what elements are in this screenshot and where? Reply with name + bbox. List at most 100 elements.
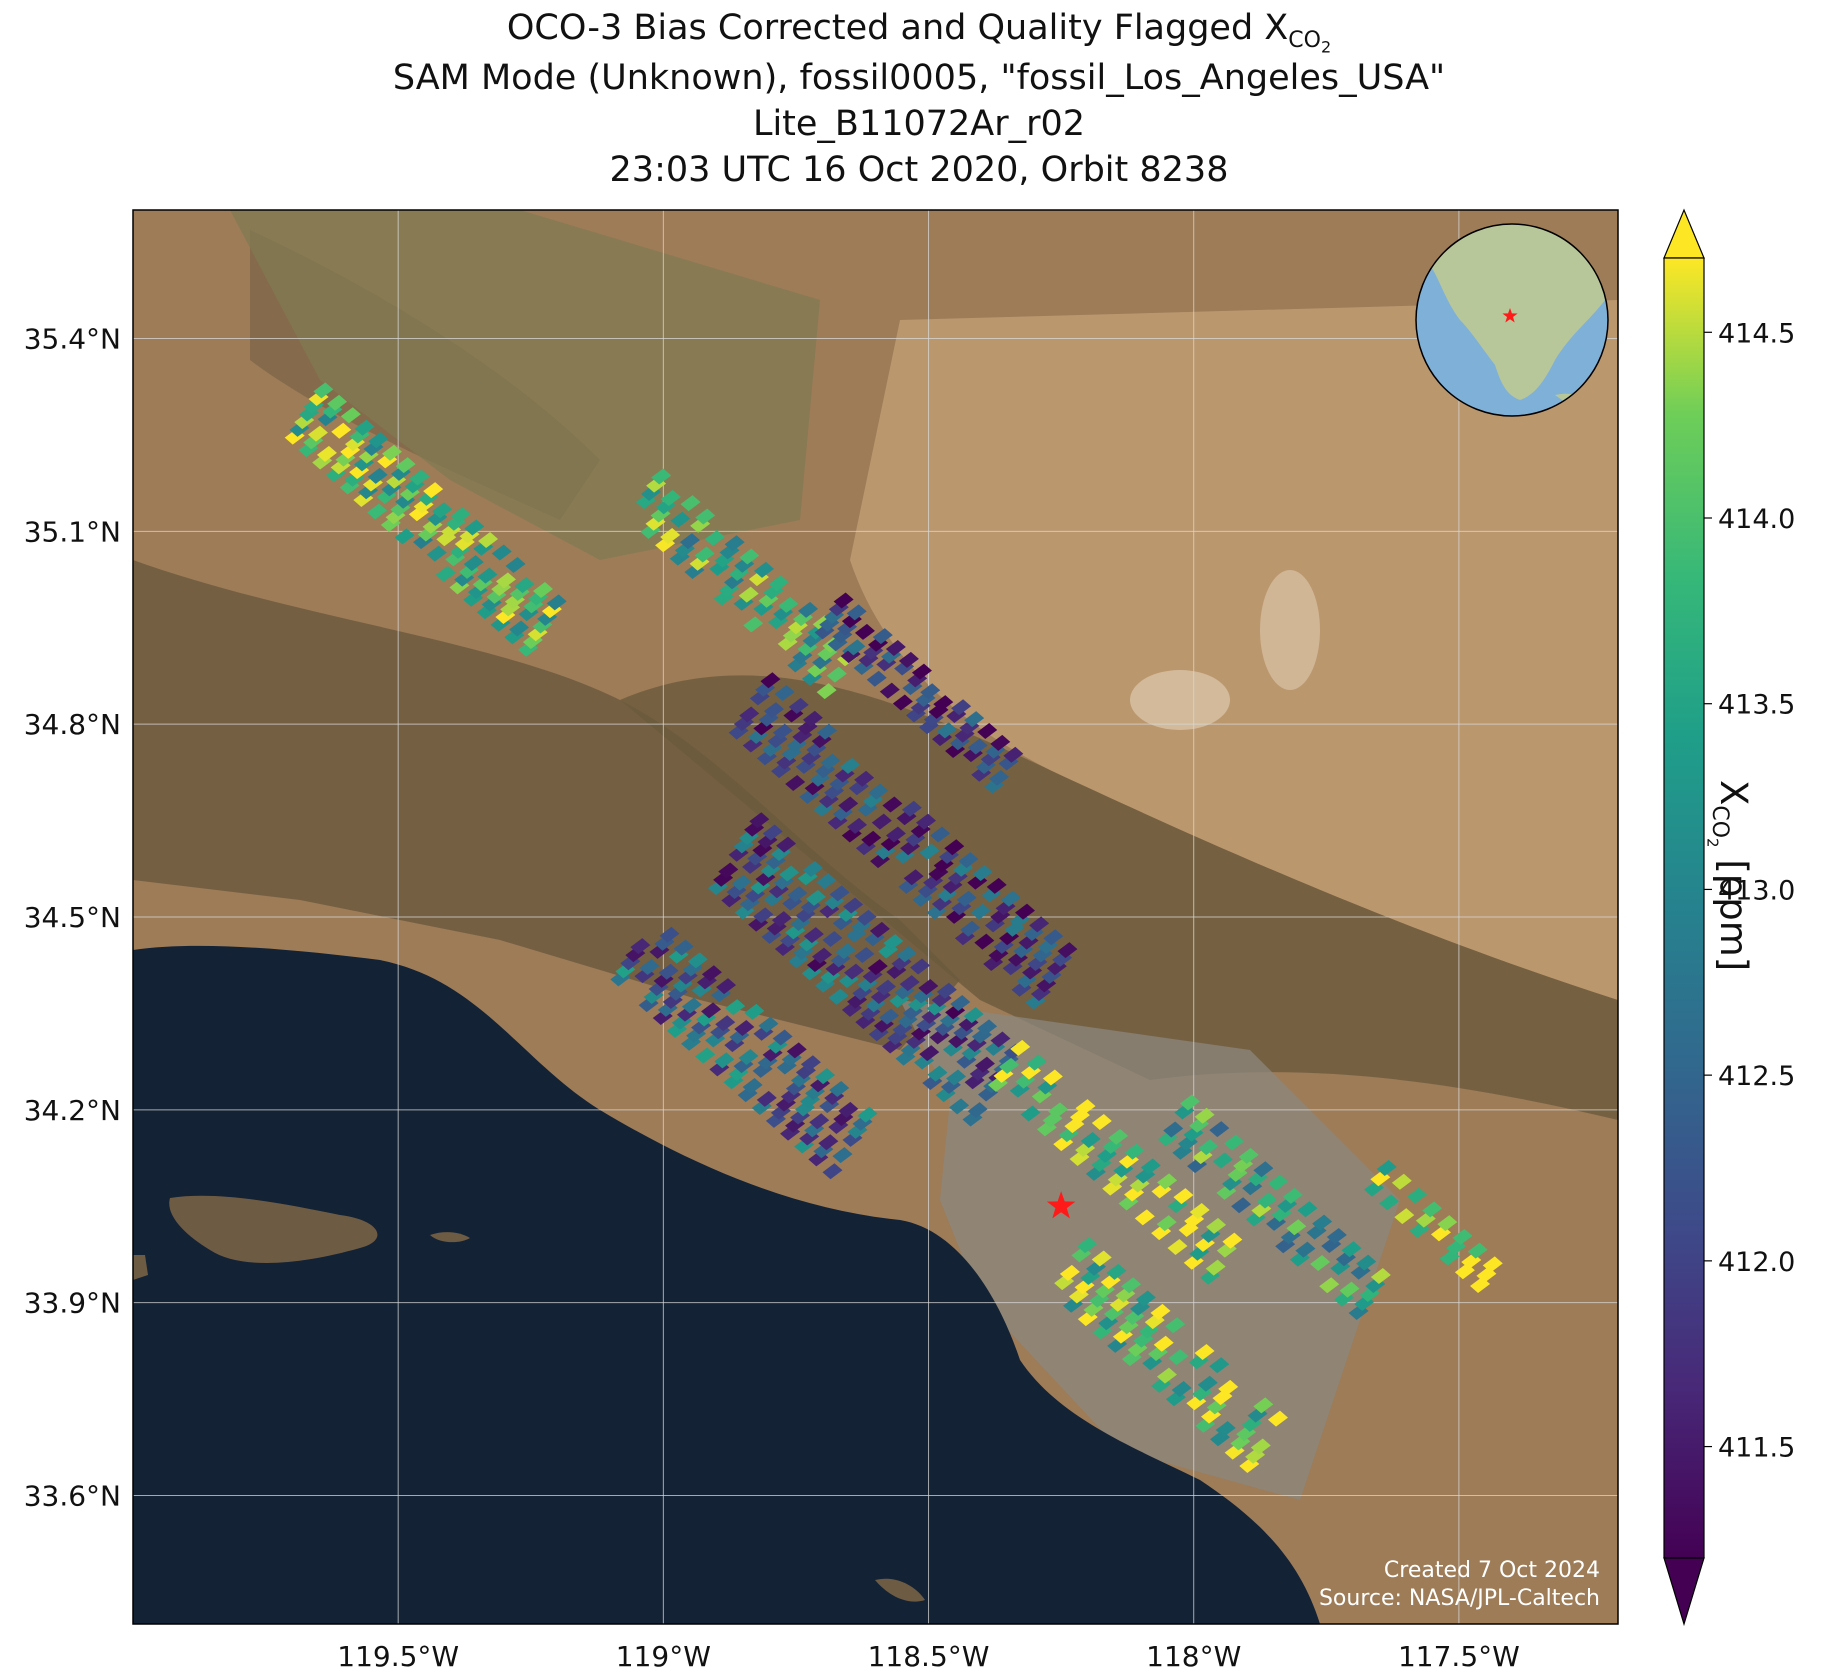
- sounding-footprint: [367, 503, 388, 520]
- sounding-footprint: [964, 711, 985, 728]
- sounding-footprint: [798, 601, 819, 618]
- xco2-soundings: [284, 382, 1503, 1473]
- sounding-footprint: [639, 959, 660, 976]
- sounding-footprint: [1150, 1303, 1171, 1320]
- sounding-footprint: [803, 927, 824, 944]
- sounding-footprint: [739, 548, 760, 565]
- sounding-footprint: [871, 813, 892, 830]
- sounding-footprint: [1295, 1241, 1316, 1258]
- colorbar-label: XCO2 [ppm]: [1703, 780, 1755, 972]
- gridlines: [133, 210, 1618, 1624]
- sounding-footprint: [1048, 1102, 1069, 1119]
- sounding-footprint: [1189, 1202, 1210, 1219]
- created-date: Created 7 Oct 2024: [1383, 1558, 1600, 1583]
- sounding-footprint: [1253, 1161, 1274, 1178]
- sounding-footprint: [1059, 1264, 1080, 1281]
- sounding-footprint: [1000, 890, 1021, 907]
- sounding-footprint: [715, 1015, 736, 1032]
- sounding-footprint: [1356, 1254, 1377, 1271]
- sounding-footprint: [960, 920, 981, 937]
- sounding-footprint: [673, 939, 694, 956]
- sounding-footprint: [423, 482, 444, 499]
- sounding-footprint: [725, 999, 746, 1016]
- sounding-footprint: [927, 1065, 948, 1082]
- island: [430, 1232, 470, 1243]
- sounding-footprint: [1437, 1215, 1458, 1232]
- colorbar-tick-label: 414.5: [1718, 318, 1795, 349]
- title-line-2: SAM Mode (Unknown), fossil0005, "fossil_…: [392, 58, 1446, 98]
- sounding-footprint: [1379, 1194, 1400, 1211]
- sounding-footprint: [946, 1069, 967, 1086]
- sounding-footprint: [1077, 1237, 1098, 1254]
- sounding-footprint: [847, 817, 868, 834]
- sounding-footprint: [771, 911, 792, 928]
- sounding-footprint: [1224, 1134, 1245, 1151]
- sounding-footprint: [1205, 1259, 1226, 1276]
- sounding-footprint: [1310, 1254, 1331, 1271]
- sounding-footprint: [1218, 1379, 1239, 1396]
- lat-tick-label: 33.9°N: [24, 1287, 121, 1320]
- sounding-footprint: [1080, 1131, 1101, 1148]
- sounding-footprint: [695, 1047, 716, 1064]
- lat-tick-label: 33.6°N: [24, 1479, 121, 1512]
- sounding-footprint: [1106, 1263, 1127, 1280]
- island: [133, 1255, 148, 1280]
- sounding-footprint: [800, 1055, 821, 1072]
- sounding-footprint: [872, 628, 893, 645]
- sounding-footprint: [307, 425, 328, 442]
- sounding-footprint: [845, 639, 866, 656]
- sounding-footprint: [1153, 1335, 1174, 1352]
- sounding-footprint: [815, 1068, 836, 1085]
- sounding-footprint: [832, 1147, 853, 1164]
- sounding-footprint: [1370, 1267, 1391, 1284]
- sounding-footprint: [756, 1090, 777, 1107]
- lat-tick-label: 35.1°N: [24, 515, 121, 548]
- sounding-footprint: [817, 723, 837, 740]
- sounding-footprint: [958, 852, 979, 869]
- sounding-footprint: [1043, 929, 1064, 946]
- sounding-footprint: [785, 775, 806, 792]
- sounding-footprint: [1015, 903, 1035, 920]
- sounding-footprint: [1238, 1147, 1259, 1164]
- sounding-footprint: [828, 988, 849, 1005]
- title-line-4: 23:03 UTC 16 Oct 2020, Orbit 8238: [609, 150, 1229, 190]
- lon-tick-label: 117.5°W: [1398, 1640, 1520, 1673]
- sounding-footprint: [763, 702, 784, 719]
- sounding-footprint: [802, 710, 823, 727]
- sounding-footprint: [772, 723, 793, 740]
- longitude-tick-labels: 119.5°W 119°W 118.5°W 118°W 117.5°W: [337, 1640, 1520, 1673]
- sounding-footprint: [949, 1098, 970, 1115]
- sounding-footprint: [812, 947, 833, 964]
- sounding-footprint: [435, 565, 456, 582]
- sounding-footprint: [660, 490, 681, 507]
- sounding-footprint: [779, 865, 800, 882]
- sounding-footprint: [477, 567, 498, 584]
- sounding-footprint: [899, 975, 920, 992]
- sounding-footprint: [1256, 1192, 1277, 1209]
- sounding-footprint: [930, 826, 951, 843]
- colorbar-extend-top: [1663, 208, 1705, 259]
- sounding-footprint: [695, 508, 716, 525]
- colorbar-tick-label: 411.5: [1718, 1433, 1795, 1464]
- sounding-footprint: [313, 382, 334, 399]
- sounding-footprint: [716, 978, 737, 995]
- dry-lake: [1130, 670, 1230, 730]
- title-line-1: OCO-3 Bias Corrected and Quality Flagged…: [506, 8, 1332, 57]
- sounding-footprint: [772, 1029, 793, 1046]
- colorbar-ticks: 414.5 414.0 413.5 413.0 412.5 412.0 411.5: [1704, 318, 1795, 1464]
- colorbar: 414.5 414.0 413.5 413.0 412.5 412.0 411.5: [1663, 208, 1795, 1627]
- sounding-footprint: [916, 813, 936, 830]
- sounding-footprint: [495, 572, 516, 589]
- sounding-footprint: [1029, 916, 1050, 933]
- sounding-footprint: [1467, 1242, 1488, 1259]
- sounding-footprint: [731, 874, 752, 891]
- sounding-footprint: [999, 1057, 1020, 1074]
- sounding-footprint: [739, 706, 760, 723]
- sounding-footprint: [679, 533, 700, 550]
- sounding-footprint: [1253, 1397, 1274, 1414]
- lon-tick-label: 118.5°W: [868, 1640, 990, 1673]
- sounding-footprint: [970, 903, 991, 920]
- sounding-footprint: [630, 938, 651, 955]
- colorbar-tick-label: 413.0: [1718, 875, 1795, 906]
